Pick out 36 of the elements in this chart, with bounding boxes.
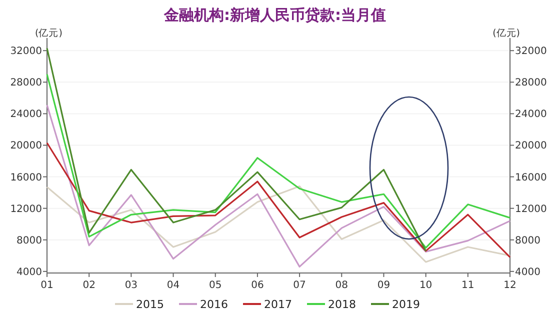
y-tick-label: 4000 [16,266,42,278]
y2-axis-title: (亿元) [492,28,520,39]
y-tick-label: 32000 [10,46,42,58]
y-tick-label: 20000 [10,140,42,152]
x-tick-label: 12 [504,280,516,291]
y-tick-label: 24000 [10,109,42,120]
y2-tick-label: 4000 [515,266,540,278]
x-tick-label: 07 [293,280,306,291]
legend-label: 2019 [392,298,420,311]
legend-label: 2017 [264,298,292,311]
x-tick-label: 06 [251,280,264,291]
y2-tick-label: 20000 [515,140,547,152]
x-tick-label: 05 [208,280,222,291]
x-tick-label: 01 [40,280,54,291]
y2-tick-label: 16000 [515,172,547,184]
y2-tick-label: 8000 [515,235,540,246]
y-tick-label: 28000 [10,78,42,89]
x-tick-label: 04 [166,280,180,291]
legend-label: 2018 [328,298,356,311]
y2-tick-label: 28000 [515,78,547,89]
legend-label: 2015 [136,298,164,311]
y-tick-label: 8000 [16,235,42,246]
y2-tick-label: 24000 [515,109,547,120]
x-tick-label: 10 [419,280,432,291]
x-tick-label: 08 [335,280,348,291]
x-tick-label: 11 [462,280,474,291]
y-axis-title: (亿元) [35,28,62,39]
x-tick-label: 02 [82,280,96,291]
y2-tick-label: 32000 [515,46,547,58]
chart-title: 金融机构:新增人民币贷款:当月值 [163,6,386,24]
y-tick-label: 12000 [10,204,42,215]
y2-tick-label: 12000 [515,204,547,215]
x-tick-label: 09 [377,280,390,291]
x-tick-label: 03 [124,280,138,291]
y-tick-label: 16000 [10,172,42,184]
legend-label: 2016 [200,298,228,311]
